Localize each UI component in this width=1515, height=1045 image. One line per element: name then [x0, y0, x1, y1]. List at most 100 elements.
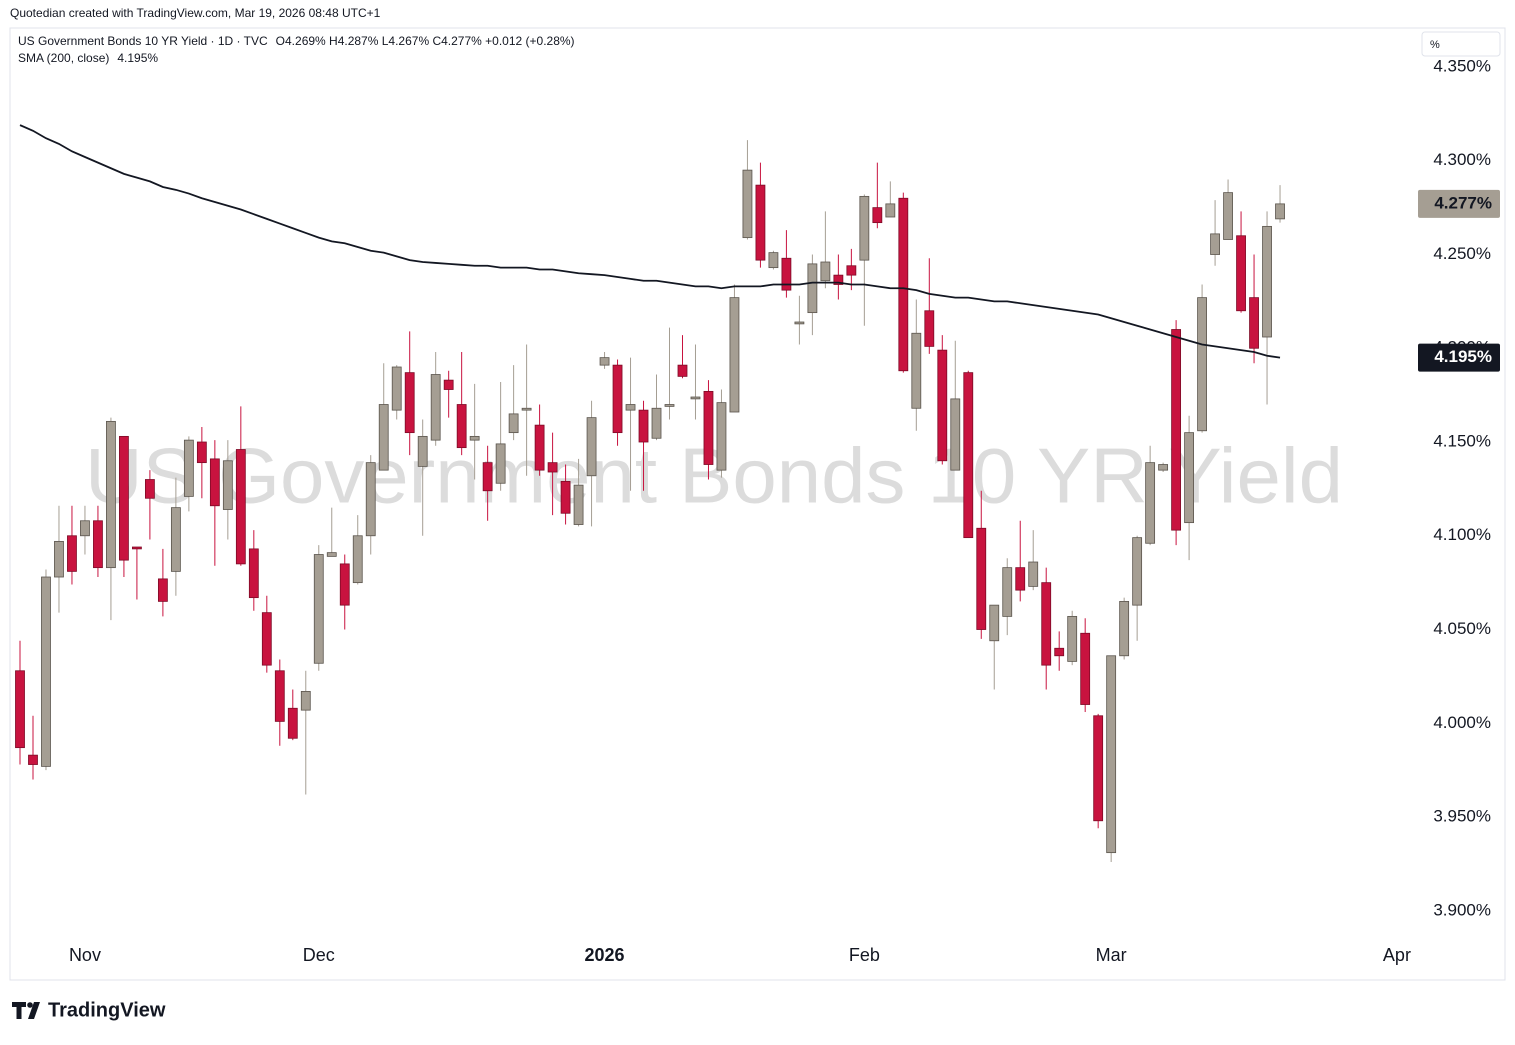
candle-body — [508, 413, 519, 434]
candle-body — [106, 420, 116, 569]
candle-body — [521, 407, 532, 411]
candle-body — [976, 527, 987, 630]
candle-body — [300, 690, 311, 711]
candle-body — [833, 274, 844, 285]
x-tick-label: Apr — [1383, 945, 1411, 965]
candle-body — [820, 261, 831, 282]
candle-body — [183, 439, 194, 497]
candle-body — [794, 321, 805, 325]
y-tick-label: 4.100% — [1433, 525, 1491, 544]
candle-body — [93, 520, 103, 569]
footer-logo-text: TradingView — [48, 999, 166, 1021]
candle-body — [196, 441, 207, 464]
candle-body — [742, 169, 753, 239]
candle-body — [170, 507, 181, 572]
candle-body — [703, 390, 714, 465]
candle-body — [443, 379, 454, 390]
candle-body — [599, 357, 610, 366]
candle-body — [339, 563, 350, 606]
candle-body — [1015, 567, 1026, 591]
candle-body — [1197, 297, 1207, 432]
footer-logo: TradingView — [12, 999, 166, 1021]
candle-body — [54, 540, 64, 578]
candle-body — [1119, 600, 1130, 657]
y-tick-label: 3.950% — [1433, 807, 1491, 826]
candle-body — [1132, 537, 1143, 606]
candle-body — [495, 443, 506, 484]
candle-body — [404, 372, 415, 434]
candle-body — [1093, 715, 1104, 822]
y-tick-label: 4.050% — [1433, 619, 1491, 638]
candle-body — [781, 257, 792, 291]
candle-body — [989, 604, 1000, 642]
y-tick-label: 4.300% — [1433, 150, 1491, 169]
candle-body — [352, 535, 363, 584]
candle-body — [937, 349, 948, 462]
price-tag — [1418, 343, 1500, 372]
candle-body — [1054, 647, 1065, 657]
candle-body — [456, 404, 467, 449]
candle-body — [898, 197, 909, 372]
candle-body — [144, 479, 155, 499]
candle-body — [573, 484, 584, 525]
candle-body — [248, 548, 259, 599]
candle-body — [638, 409, 649, 443]
candle-body — [1210, 233, 1220, 255]
y-tick-label: 4.150% — [1433, 431, 1491, 450]
x-tick-label: Mar — [1096, 945, 1127, 965]
price-tag — [1418, 189, 1500, 218]
candle-body — [729, 297, 740, 413]
candle-body — [612, 364, 623, 434]
candle-body — [67, 535, 77, 572]
candle-body — [1158, 464, 1169, 471]
candle-body — [1041, 582, 1052, 666]
chart-frame — [9, 27, 1506, 981]
candle-body — [469, 435, 480, 441]
candle-body — [482, 462, 493, 492]
x-tick-label: Dec — [303, 945, 335, 965]
candle-body — [222, 460, 233, 510]
y-tick-label: 4.000% — [1433, 713, 1491, 732]
candle-body — [807, 263, 818, 314]
candle-body — [326, 552, 337, 557]
candle-body — [911, 332, 922, 409]
candle-body — [963, 372, 974, 539]
candle-body — [209, 458, 220, 507]
legend-name: US Government Bonds 10 YR Yield · 1D · T… — [18, 34, 268, 48]
header: Quotedian created with TradingView.com, … — [10, 6, 381, 20]
candle-body — [716, 402, 727, 471]
candle-body — [547, 462, 558, 473]
candle-body — [313, 554, 324, 664]
legend-name: SMA (200, close) — [18, 51, 109, 65]
candle-body — [1145, 462, 1156, 544]
candle-body — [1171, 329, 1182, 531]
price-tag-label: 4.277% — [1434, 193, 1492, 212]
candle-body — [157, 578, 168, 602]
candle-body — [1275, 203, 1285, 220]
legend-values: 4.195% — [117, 51, 158, 65]
candle-body — [378, 404, 389, 471]
candle-body — [755, 184, 766, 261]
logo-icon — [27, 1002, 33, 1008]
candle-body — [287, 707, 298, 739]
price-tag-label: 4.195% — [1434, 347, 1492, 366]
candle-body — [560, 480, 571, 514]
x-tick-label: 2026 — [585, 945, 625, 965]
x-tick-label: Feb — [849, 945, 880, 965]
scale-button-label[interactable]: % — [1430, 39, 1440, 51]
candle-body — [1184, 432, 1194, 524]
candle-body — [625, 404, 636, 411]
candle-body — [924, 310, 935, 347]
candle-body — [768, 252, 779, 269]
candle-body — [885, 203, 896, 218]
candle-body — [950, 398, 961, 471]
candle-body — [365, 462, 376, 537]
candle-body — [15, 670, 25, 749]
candle-body — [1002, 567, 1013, 617]
candle-body — [1236, 235, 1246, 312]
candle-body — [80, 520, 90, 537]
scale-button[interactable] — [1421, 31, 1501, 57]
candle-body — [1080, 632, 1091, 705]
